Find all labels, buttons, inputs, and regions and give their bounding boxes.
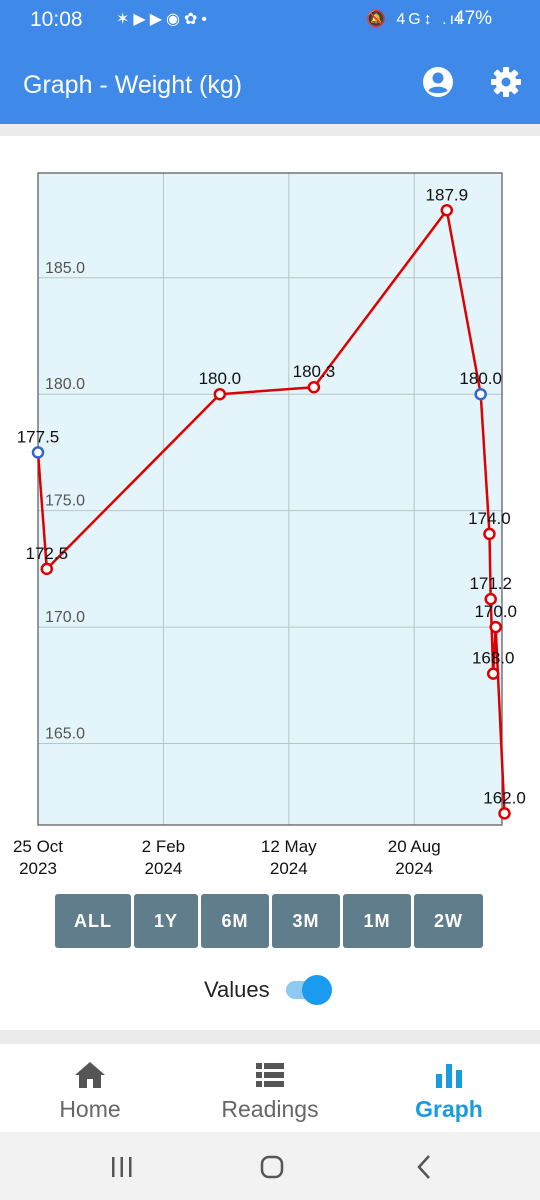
switch-knob xyxy=(302,975,332,1005)
range-1m-button[interactable]: 1M xyxy=(343,894,411,948)
data-label: 180.0 xyxy=(199,369,242,388)
range-2w-button[interactable]: 2W xyxy=(414,894,483,948)
range-3m-button[interactable]: 3M xyxy=(272,894,340,948)
data-point xyxy=(309,382,319,392)
nav-home-label: Home xyxy=(59,1096,120,1123)
data-point xyxy=(476,389,486,399)
data-label: 171.2 xyxy=(469,574,512,593)
x-tick-label: 20 Aug xyxy=(388,837,441,856)
status-time: 10:08 xyxy=(30,8,83,32)
nav-graph-label: Graph xyxy=(415,1096,483,1123)
range-1y-button[interactable]: 1Y xyxy=(134,894,198,948)
battery-level: 47% xyxy=(454,8,492,30)
x-tick-label: 2024 xyxy=(395,859,433,876)
data-point xyxy=(33,447,43,457)
data-point xyxy=(215,389,225,399)
recents-button[interactable] xyxy=(102,1152,142,1182)
nav-readings-label: Readings xyxy=(221,1096,318,1123)
data-label: 180.0 xyxy=(459,369,502,388)
graph-card: 165.0 170.0 175.0 180.0 185.0 25 Oct 2023 2 Feb… xyxy=(0,136,540,1030)
nav-home[interactable]: Home xyxy=(40,1044,140,1132)
home-system-button[interactable] xyxy=(252,1152,292,1182)
gear-icon xyxy=(490,66,522,98)
back-button[interactable] xyxy=(404,1152,444,1182)
y-tick-label: 180.0 xyxy=(45,376,85,393)
y-tick-label: 170.0 xyxy=(45,609,85,626)
data-point xyxy=(500,808,510,818)
y-tick-label: 165.0 xyxy=(45,726,85,743)
range-6m-button[interactable]: 6M xyxy=(201,894,269,948)
data-label: 174.0 xyxy=(468,509,511,528)
plot-area xyxy=(38,173,502,825)
data-point xyxy=(491,622,501,632)
range-selector: ALL 1Y 6M 3M 1M 2W xyxy=(55,894,483,948)
x-tick-label: 2023 xyxy=(19,859,57,876)
settings-button[interactable] xyxy=(486,62,526,102)
values-toggle-label: Values xyxy=(204,977,270,1003)
data-label: 180.3 xyxy=(293,362,336,381)
values-toggle-row: Values xyxy=(204,974,332,1006)
data-point xyxy=(442,205,452,215)
weight-chart: 165.0 170.0 175.0 180.0 185.0 25 Oct 2023 2 Feb… xyxy=(0,136,540,876)
bar-chart-icon xyxy=(434,1060,464,1090)
back-chevron-icon xyxy=(414,1154,434,1180)
y-tick-label: 175.0 xyxy=(45,493,85,510)
status-bar: 10:08 ✶▶▶◉✿• 🔕 4G↕ .ıl 47% xyxy=(0,0,540,44)
list-icon xyxy=(255,1060,285,1090)
app-bar: Graph - Weight (kg) xyxy=(0,44,540,124)
page-title: Graph - Weight (kg) xyxy=(23,71,242,100)
data-point xyxy=(488,669,498,679)
data-label: 177.5 xyxy=(17,427,60,446)
values-toggle-switch[interactable] xyxy=(286,975,332,1005)
data-label: 170.0 xyxy=(474,602,517,621)
data-point xyxy=(484,529,494,539)
x-tick-label: 2 Feb xyxy=(142,837,185,856)
x-tick-label: 2024 xyxy=(144,859,182,876)
data-label: 172.5 xyxy=(26,544,69,563)
recents-icon xyxy=(110,1156,134,1178)
data-label: 168.0 xyxy=(472,649,515,668)
account-button[interactable] xyxy=(418,62,458,102)
range-all-button[interactable]: ALL xyxy=(55,894,131,948)
system-navigation-bar xyxy=(0,1132,540,1200)
home-icon xyxy=(74,1060,106,1090)
data-label: 187.9 xyxy=(426,185,469,204)
home-circle-icon xyxy=(259,1154,285,1180)
nav-graph[interactable]: Graph xyxy=(399,1044,499,1132)
x-tick-label: 25 Oct xyxy=(13,837,63,856)
nav-readings[interactable]: Readings xyxy=(210,1044,330,1132)
account-circle-icon xyxy=(422,66,454,98)
bottom-navigation: Home Readings Graph xyxy=(0,1044,540,1132)
y-tick-label: 185.0 xyxy=(45,260,85,277)
data-label: 162.0 xyxy=(483,788,526,807)
notification-icons: ✶▶▶◉✿• xyxy=(116,9,211,29)
system-status-icons: 🔕 4G↕ .ıl xyxy=(366,9,464,29)
x-tick-label: 12 May xyxy=(261,837,317,856)
x-tick-label: 2024 xyxy=(270,859,308,876)
data-point xyxy=(42,564,52,574)
